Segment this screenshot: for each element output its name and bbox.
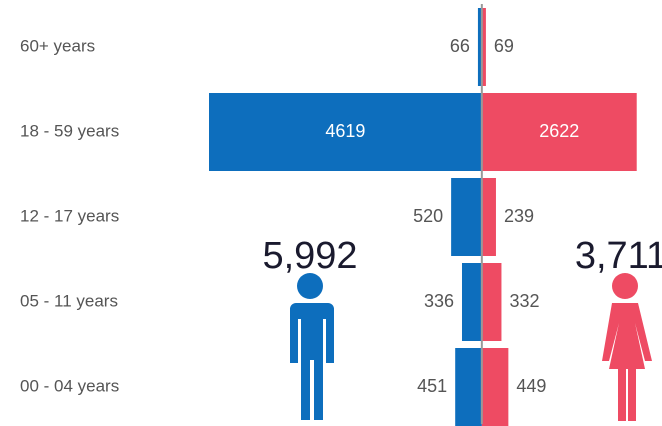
- data-label: 239: [504, 206, 534, 226]
- data-label: 2622: [539, 121, 579, 141]
- bar: [477, 8, 482, 86]
- bar: [451, 178, 482, 256]
- category-label: 60+ years: [20, 36, 95, 55]
- bar: [481, 263, 502, 341]
- bar: [481, 93, 637, 171]
- data-label: 332: [509, 291, 539, 311]
- data-label: 66: [450, 36, 470, 56]
- data-label: 449: [516, 376, 546, 396]
- bar: [481, 178, 496, 256]
- bar: [481, 348, 509, 426]
- bar: [209, 93, 482, 171]
- data-label: 451: [417, 376, 447, 396]
- category-label: 12 - 17 years: [20, 206, 119, 225]
- total-label: 3,711: [575, 235, 662, 277]
- bar: [455, 348, 482, 426]
- bar: [481, 8, 486, 86]
- female-icon: [602, 273, 652, 421]
- data-label: 4619: [325, 121, 365, 141]
- data-label: 520: [413, 206, 443, 226]
- male-icon: [290, 273, 334, 420]
- data-label: 69: [494, 36, 514, 56]
- category-label: 05 - 11 years: [20, 291, 118, 310]
- data-label: 336: [424, 291, 454, 311]
- category-label: 18 - 59 years: [20, 121, 119, 140]
- category-label: 00 - 04 years: [20, 376, 119, 395]
- total-label: 5,992: [262, 235, 357, 277]
- bar: [461, 263, 482, 341]
